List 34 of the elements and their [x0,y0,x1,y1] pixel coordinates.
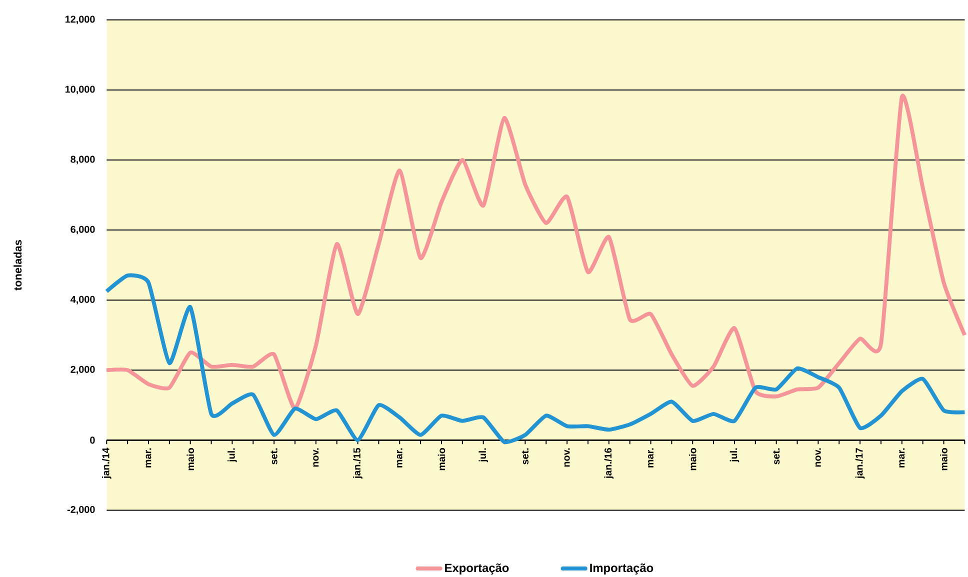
x-tick-label: nov. [564,448,570,466]
x-tick-label: jul. [730,448,740,462]
x-tick-label: set. [773,448,780,464]
line-series [104,273,967,444]
y-tick-label: 10,000 [65,86,95,94]
x-tick-label: jan./15 [353,448,362,478]
x-tick-label: jan./16 [604,448,614,478]
y-tick-label: 4,000 [70,296,95,304]
x-tick-label: mar. [899,448,905,468]
x-tick-label: mar. [396,448,402,468]
x-tick-label: jul. [478,448,488,462]
x-tick-label: jan./17 [855,448,865,478]
y-tick-label: 8,000 [70,156,95,164]
y-tick-label: 0 [90,436,95,444]
y-tick-label: -2,000 [67,506,95,514]
legend-label: Exportação [445,563,509,574]
legend-label: Importação [590,563,654,574]
x-tick-label: jan./14 [102,447,112,478]
x-tick-label: mar. [648,448,654,468]
x-tick-label: nov. [815,448,821,466]
x-tick-label: nov. [313,448,319,466]
y-axis-title: toneladas [14,240,22,290]
line-series [104,94,967,410]
x-tick-label: maio [688,448,696,470]
x-tick-label: set. [270,448,278,464]
y-tick-label: 6,000 [70,226,95,234]
x-tick-label: jul. [228,448,237,462]
x-tick-label: set. [522,448,528,464]
x-tick-label: mar. [146,448,152,468]
y-tick-label: 2,000 [70,366,95,374]
x-tick-label: maio [438,448,446,470]
y-tick-label: 12,000 [65,15,95,24]
x-tick-label: maio [940,448,948,470]
x-tick-label: maio [186,448,194,470]
